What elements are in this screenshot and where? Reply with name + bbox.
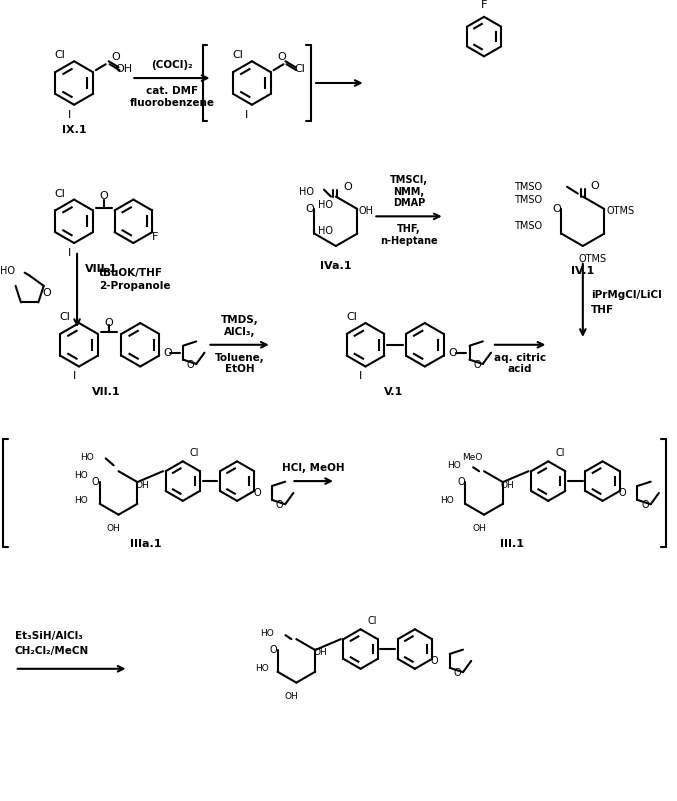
Text: O: O [305,204,314,214]
Text: O: O [277,52,286,62]
Text: HO: HO [318,200,334,211]
Text: OH: OH [358,207,373,216]
Text: O: O [431,656,439,666]
Text: Cl: Cl [60,312,70,322]
Text: V.1: V.1 [384,387,403,397]
Text: IV.1: IV.1 [571,266,594,276]
Text: O: O [269,645,278,655]
Text: O: O [619,488,626,498]
Text: III.1: III.1 [500,539,524,549]
Text: iPrMgCl/LiCl: iPrMgCl/LiCl [591,291,661,300]
Text: OH: OH [473,524,486,533]
Text: F: F [152,232,158,242]
Text: Cl: Cl [555,449,565,458]
Text: I: I [359,372,362,381]
Text: TMSO: TMSO [515,182,542,191]
Text: Cl: Cl [55,188,66,199]
Text: I: I [68,248,71,258]
Text: MeO: MeO [462,453,483,462]
Text: O: O [454,668,461,678]
Text: OH: OH [115,64,132,74]
Text: IIIa.1: IIIa.1 [131,539,162,549]
Text: OH: OH [501,481,515,489]
Text: OH: OH [107,524,121,533]
Text: HO: HO [74,471,88,480]
Text: HCl, MeOH: HCl, MeOH [282,463,345,473]
Text: O: O [42,288,51,299]
Text: HO: HO [439,497,454,505]
Text: O: O [590,181,599,191]
Text: OTMS: OTMS [607,207,634,216]
Text: VIII.1: VIII.1 [85,264,118,274]
Text: O: O [343,182,352,191]
Text: O: O [92,477,100,487]
Text: HO: HO [299,187,313,197]
Text: TMSO: TMSO [515,221,542,231]
Text: O: O [641,500,649,509]
Text: OH: OH [135,481,149,489]
Text: TMSCl,
NMM,
DMAP: TMSCl, NMM, DMAP [390,175,428,208]
Text: O: O [187,360,194,369]
Text: Cl: Cl [233,50,244,60]
Text: Et₃SiH/AlCl₃: Et₃SiH/AlCl₃ [15,631,83,641]
Text: O: O [552,204,561,214]
Text: O: O [473,360,481,369]
Text: F: F [481,0,487,10]
Text: HO: HO [80,453,94,462]
Text: TMSO: TMSO [515,195,542,204]
Text: O: O [111,52,120,62]
Text: I: I [72,372,76,381]
Text: Cl: Cl [55,50,66,60]
Text: HO: HO [1,266,16,276]
Text: TMDS,
AlCl₃,: TMDS, AlCl₃, [221,316,259,337]
Text: O: O [104,318,113,328]
Text: OH: OH [313,649,327,658]
Text: I: I [245,110,248,119]
Text: HO: HO [74,497,88,505]
Text: aq. citric
acid: aq. citric acid [494,352,546,374]
Text: O: O [448,348,457,358]
Text: 2-Propanole: 2-Propanole [99,280,171,291]
Text: O: O [164,348,173,358]
Text: HO: HO [447,461,461,470]
Text: O: O [253,488,261,498]
Text: O: O [100,191,108,200]
Text: tBuOK/THF: tBuOK/THF [99,268,162,278]
Text: IX.1: IX.1 [62,126,87,135]
Text: THF: THF [591,305,614,316]
Text: Cl: Cl [190,449,199,458]
Text: Toluene,
EtOH: Toluene, EtOH [215,352,265,374]
Text: IVa.1: IVa.1 [320,261,351,271]
Text: cat. DMF
fluorobenzene: cat. DMF fluorobenzene [129,86,215,107]
Text: I: I [68,110,71,119]
Text: Cl: Cl [368,617,377,626]
Text: THF,
n-Heptane: THF, n-Heptane [380,224,438,246]
Text: O: O [276,500,284,509]
Text: HO: HO [260,629,274,638]
Text: CH₂Cl₂/MeCN: CH₂Cl₂/MeCN [15,646,89,656]
Text: OTMS: OTMS [579,254,607,264]
Text: HO: HO [255,664,269,674]
Text: Cl: Cl [346,312,357,322]
Text: OH: OH [284,692,299,701]
Text: (COCl)₂: (COCl)₂ [151,60,193,70]
Text: O: O [458,477,465,487]
Text: HO: HO [318,226,334,236]
Text: Cl: Cl [294,64,305,74]
Text: VII.1: VII.1 [92,387,121,397]
